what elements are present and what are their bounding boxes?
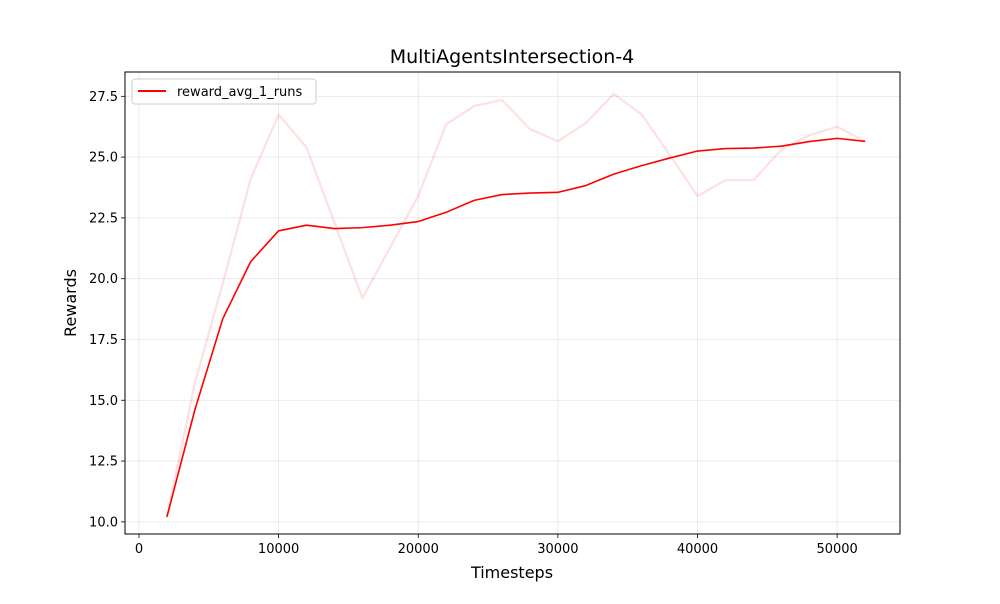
legend: reward_avg_1_runs [131,78,317,105]
series-line-reward_avg_1_runs [166,137,866,518]
x-tick-label: 0 [135,542,143,557]
y-axis: 10.0 12.5 15.0 17.5 20.0 22.5 25.0 27.5 [89,90,125,530]
y-tick-label: 12.5 [89,455,118,470]
y-tick-label: 20.0 [89,272,118,287]
x-tick-label: 30000 [537,542,578,557]
plot-frame [124,71,901,535]
x-tick-label: 50000 [816,542,857,557]
legend-box [131,78,317,105]
y-tick-label: 15.0 [89,394,118,409]
legend-label: reward_avg_1_runs [177,85,303,100]
series-line-unsmoothed [165,92,866,518]
y-tick-label: 22.5 [89,211,118,226]
grid-lines [125,72,900,534]
x-tick-label: 10000 [258,542,299,557]
x-axis-label: Timesteps [470,563,553,582]
x-tick-label: 20000 [398,542,439,557]
y-tick-label: 27.5 [89,90,118,105]
chart-title: MultiAgentsIntersection-4 [390,46,635,68]
y-tick-label: 17.5 [89,333,118,348]
y-tick-label: 10.0 [89,515,118,530]
y-tick-label: 25.0 [89,151,118,166]
series-lines [165,92,866,518]
y-axis-label: Rewards [61,269,80,337]
x-axis: 0 10000 20000 30000 40000 50000 [135,534,858,557]
x-tick-label: 40000 [677,542,718,557]
